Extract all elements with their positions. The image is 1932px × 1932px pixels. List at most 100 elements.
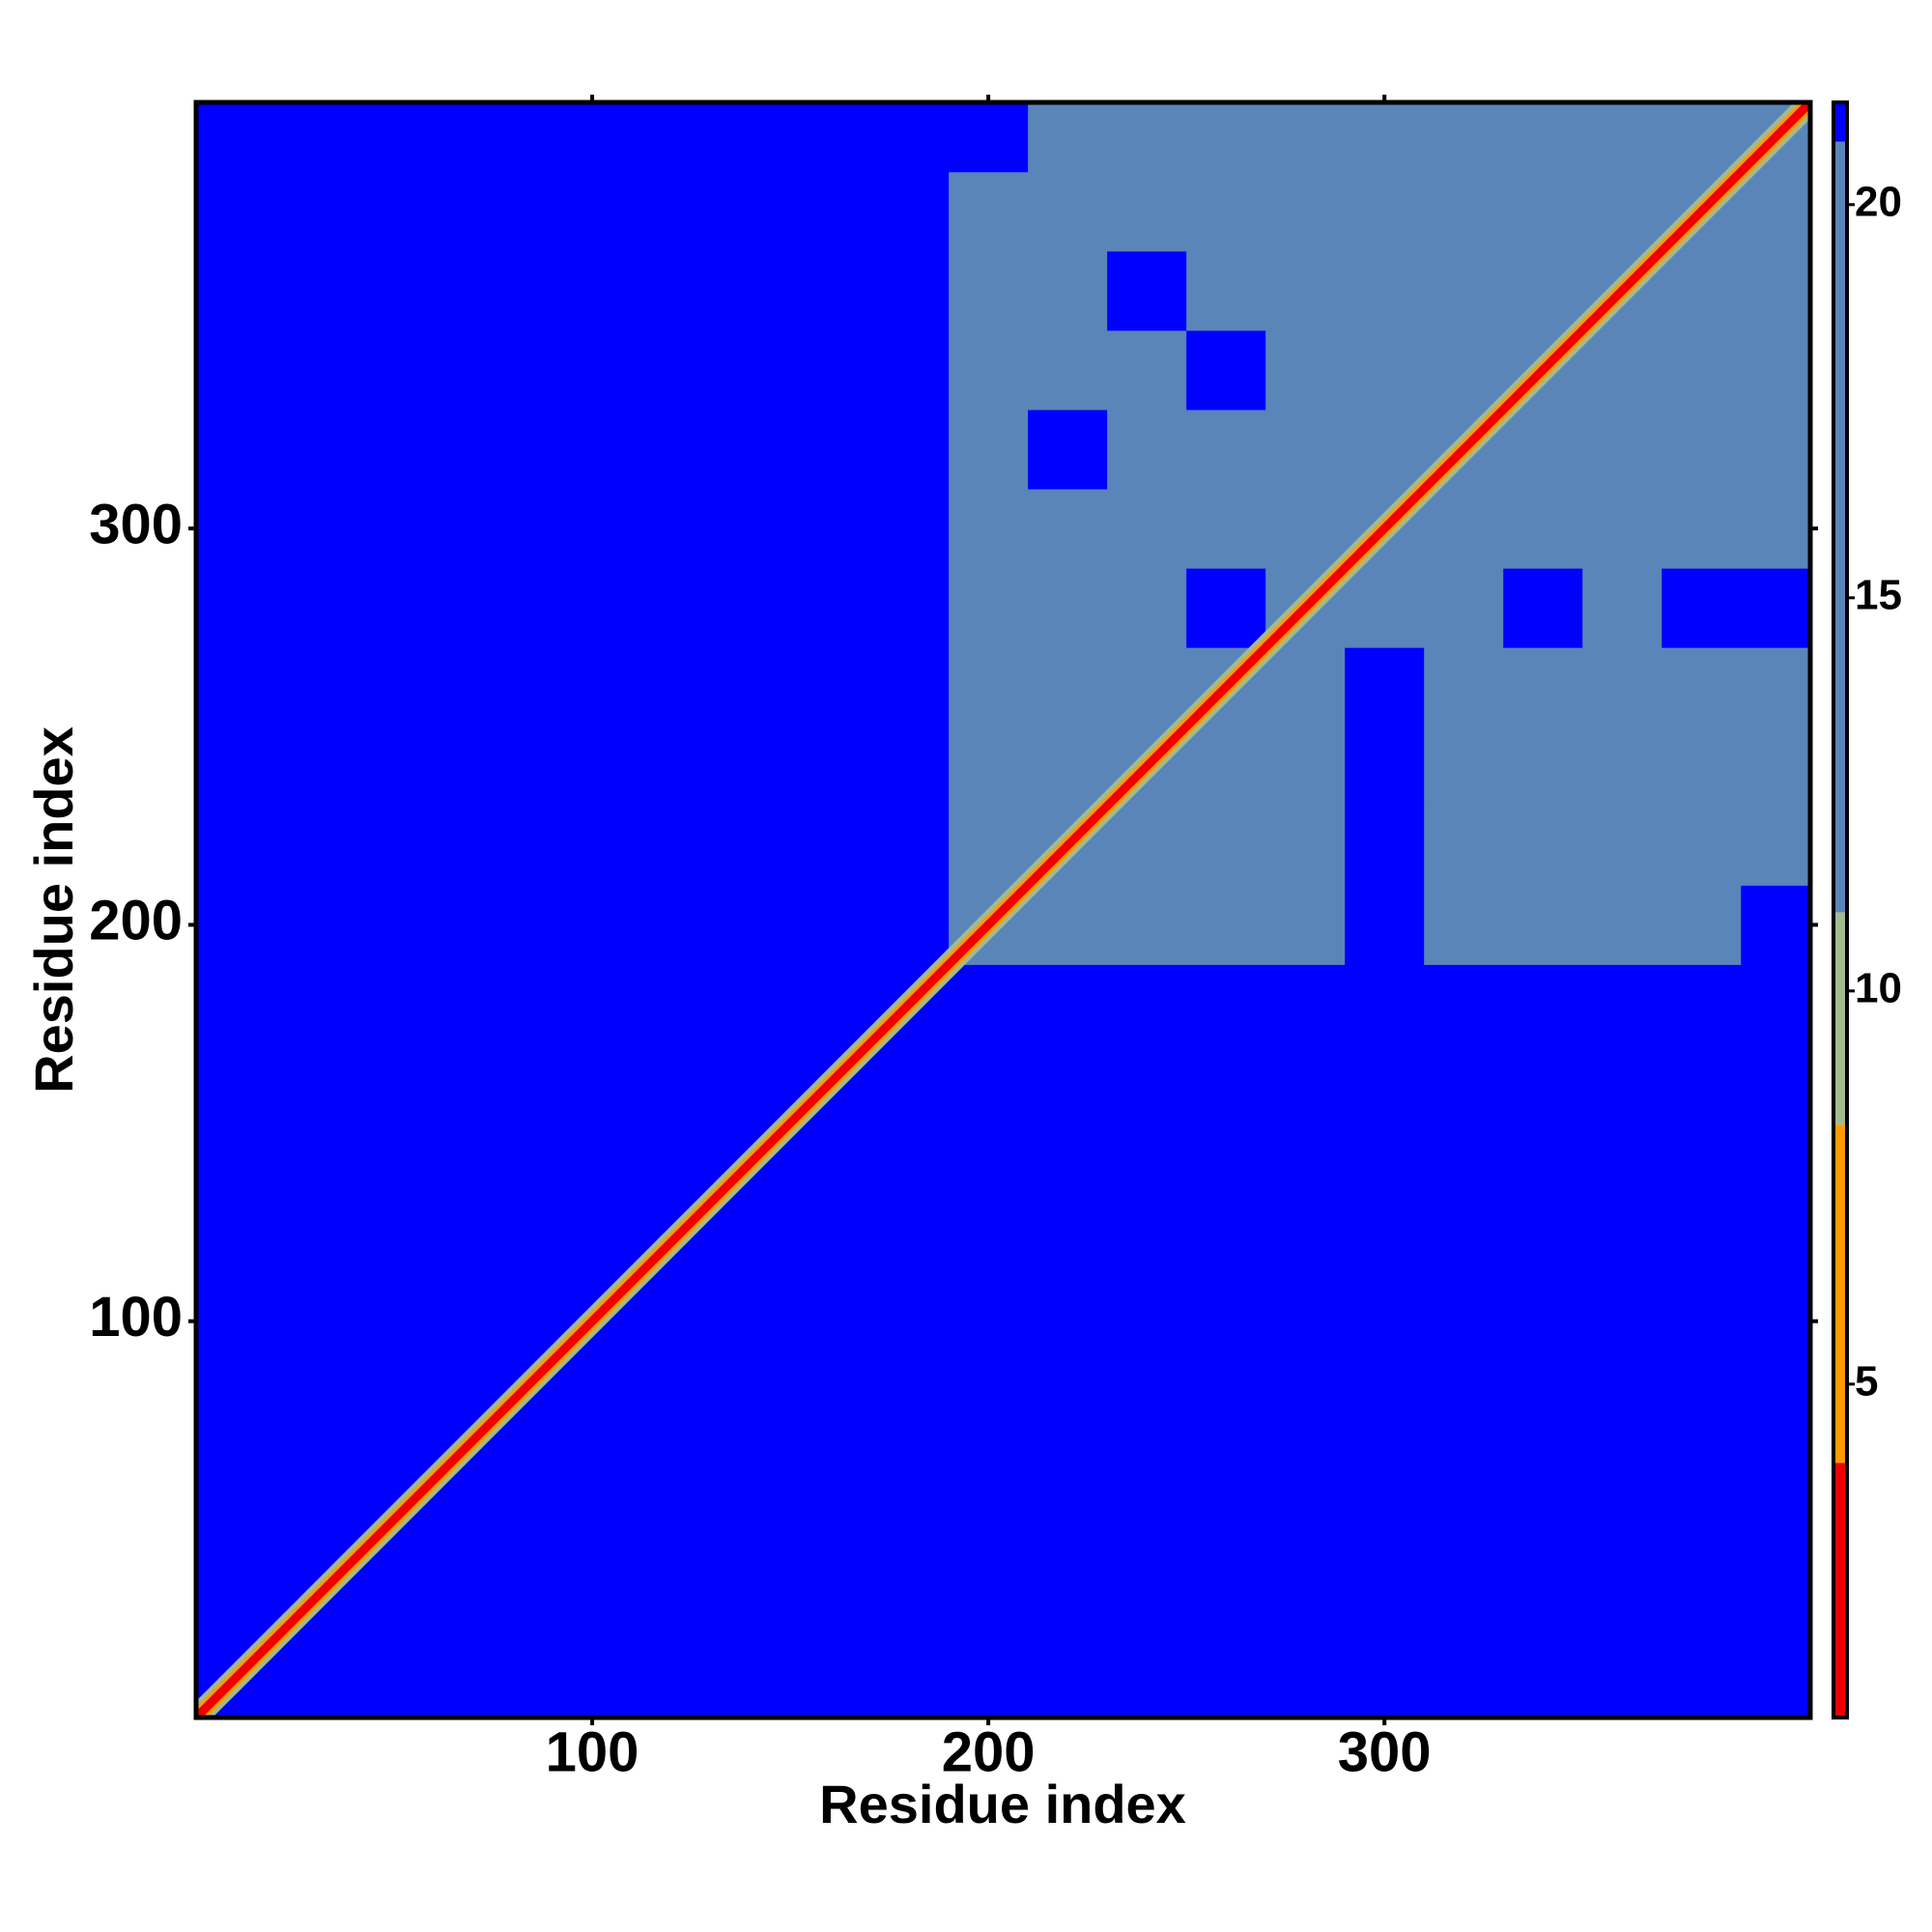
heatmap-cell bbox=[1503, 171, 1583, 252]
x-tick-label: 300 bbox=[1338, 1720, 1432, 1783]
heatmap-cell bbox=[949, 489, 1029, 569]
heatmap-cell bbox=[1424, 329, 1504, 411]
heatmap-cell bbox=[1662, 726, 1742, 807]
heatmap-cell bbox=[1741, 409, 1810, 490]
heatmap-cell bbox=[1424, 568, 1504, 648]
heatmap-cell bbox=[1028, 250, 1108, 331]
heatmap-cell bbox=[1186, 102, 1266, 173]
heatmap-cell bbox=[1741, 329, 1810, 411]
plot-area bbox=[196, 102, 1810, 1718]
colorbar-tick-label: 20 bbox=[1855, 178, 1902, 225]
heatmap-cell bbox=[1582, 171, 1662, 252]
heatmap-cell bbox=[1107, 250, 1187, 331]
heatmap-cell bbox=[1345, 885, 1425, 965]
heatmap-cell bbox=[1662, 568, 1742, 648]
heatmap-cell bbox=[1741, 647, 1810, 727]
colorbar-tick-label: 5 bbox=[1855, 1357, 1878, 1405]
heatmap-cell bbox=[1503, 489, 1583, 569]
colorbar-band bbox=[1833, 1463, 1847, 1718]
colorbar-band bbox=[1833, 141, 1847, 913]
plot-frame bbox=[193, 99, 1813, 1720]
heatmap-cell bbox=[1186, 171, 1266, 252]
heatmap-cell bbox=[1265, 171, 1346, 252]
heatmap-cell bbox=[1424, 726, 1504, 807]
heatmap-cell bbox=[1345, 806, 1425, 886]
heatmap-cell bbox=[1345, 568, 1425, 648]
heatmap-cell bbox=[1265, 885, 1346, 965]
heatmap-cell bbox=[1503, 250, 1583, 331]
heatmap-cell bbox=[1582, 329, 1662, 411]
heatmap-cell bbox=[1107, 329, 1187, 411]
heatmap-cell bbox=[1424, 806, 1504, 886]
heatmap-cell bbox=[1741, 250, 1810, 331]
heatmap-cell bbox=[1107, 489, 1187, 569]
heatmap-cell bbox=[1582, 806, 1662, 886]
heatmap-cell bbox=[1028, 647, 1108, 727]
heatmap-cell bbox=[1265, 647, 1346, 727]
heatmap-cell bbox=[1424, 489, 1504, 569]
heatmap-cell bbox=[1028, 171, 1108, 252]
heatmap-cell bbox=[1265, 329, 1346, 411]
heatmap-cell bbox=[1741, 171, 1810, 252]
heatmap-cell bbox=[1503, 102, 1583, 173]
colorbar-band bbox=[1833, 102, 1847, 142]
heatmap-cell bbox=[949, 329, 1029, 411]
heatmap-cell bbox=[1503, 806, 1583, 886]
heatmap-cell bbox=[1265, 806, 1346, 886]
heatmap-cell bbox=[1265, 250, 1346, 331]
diagonal bbox=[196, 102, 1810, 1718]
heatmap-cell bbox=[1662, 250, 1742, 331]
heatmap-cell bbox=[949, 102, 1029, 173]
heatmap-cell bbox=[1186, 329, 1266, 411]
heatmap-cell bbox=[1265, 489, 1346, 569]
heatmap-cell bbox=[1028, 329, 1108, 411]
heatmap-cell bbox=[1345, 329, 1425, 411]
heatmap-cell bbox=[1028, 409, 1108, 490]
heatmap-cell bbox=[1186, 885, 1266, 965]
heatmap-cell bbox=[1345, 250, 1425, 331]
heatmap-cell bbox=[1028, 489, 1108, 569]
x-tick-label: 200 bbox=[942, 1720, 1036, 1783]
heatmap-cell bbox=[1345, 102, 1425, 173]
heatmap-cell bbox=[1582, 489, 1662, 569]
heatmap-cell bbox=[1107, 102, 1187, 173]
heatmap-cell bbox=[1265, 102, 1346, 173]
colorbar-band bbox=[1833, 912, 1847, 1125]
heatmap-cell bbox=[949, 806, 1029, 886]
heatmap-cell bbox=[1662, 806, 1742, 886]
heatmap-cell bbox=[1186, 409, 1266, 490]
heatmap-cell bbox=[1503, 647, 1583, 727]
heatmap-cell bbox=[1741, 568, 1810, 648]
y-tick-label: 200 bbox=[89, 890, 183, 952]
heatmap-cell bbox=[949, 647, 1029, 727]
y-axis-title: Residue index bbox=[23, 726, 84, 1094]
y-tick-label: 100 bbox=[89, 1286, 183, 1349]
heatmap-cell bbox=[949, 568, 1029, 648]
heatmap-cell bbox=[1503, 568, 1583, 648]
heatmap-cell bbox=[949, 250, 1029, 331]
heatmap-cell bbox=[1345, 171, 1425, 252]
heatmap-cell bbox=[949, 171, 1029, 252]
heatmap-cell bbox=[1107, 647, 1187, 727]
heatmap-cell bbox=[1186, 250, 1266, 331]
heatmap-cell bbox=[1107, 409, 1187, 490]
heatmap-cell bbox=[1741, 885, 1810, 965]
heatmap-cell bbox=[1028, 885, 1108, 965]
heatmap-cell bbox=[1345, 647, 1425, 727]
colorbar-frame bbox=[1832, 100, 1849, 1719]
x-tick-label: 100 bbox=[546, 1720, 639, 1783]
heatmap-cell bbox=[1741, 806, 1810, 886]
heatmap-cell bbox=[1265, 726, 1346, 807]
heatmap-cell bbox=[1107, 171, 1187, 252]
heatmap-cell bbox=[1662, 102, 1742, 173]
heatmap-cell bbox=[1582, 647, 1662, 727]
heatmap-cell bbox=[1345, 726, 1425, 807]
heatmap-cell bbox=[1503, 885, 1583, 965]
heatmap-cell bbox=[1186, 489, 1266, 569]
heatmap-cell bbox=[1028, 568, 1108, 648]
heatmap-cell bbox=[1107, 806, 1187, 886]
colorbar-tick-label: 15 bbox=[1855, 571, 1902, 618]
heatmap-cell bbox=[1662, 885, 1742, 965]
